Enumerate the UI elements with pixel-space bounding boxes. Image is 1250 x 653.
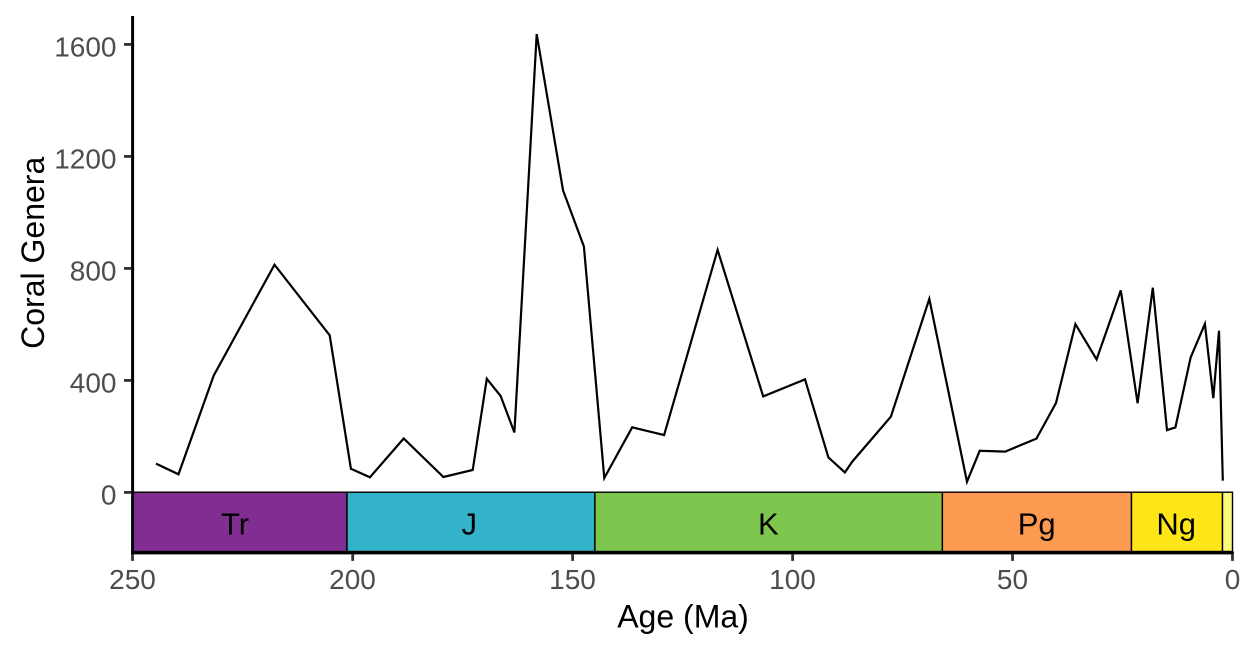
svg-text:200: 200 <box>329 564 376 595</box>
svg-text:0: 0 <box>101 480 117 511</box>
svg-text:0: 0 <box>1225 564 1241 595</box>
svg-text:800: 800 <box>70 256 117 287</box>
svg-text:K: K <box>758 507 779 542</box>
svg-text:Pg: Pg <box>1018 507 1056 542</box>
svg-text:150: 150 <box>549 564 596 595</box>
svg-text:Ng: Ng <box>1156 507 1196 542</box>
svg-text:Tr: Tr <box>221 507 249 542</box>
svg-text:Coral Genera: Coral Genera <box>15 157 51 349</box>
svg-text:Age (Ma): Age (Ma) <box>617 598 749 634</box>
svg-text:250: 250 <box>109 564 156 595</box>
svg-text:100: 100 <box>769 564 816 595</box>
svg-text:50: 50 <box>997 564 1028 595</box>
svg-text:1200: 1200 <box>54 144 116 175</box>
svg-text:J: J <box>461 507 477 542</box>
svg-text:1600: 1600 <box>54 32 116 63</box>
svg-text:400: 400 <box>70 368 117 399</box>
